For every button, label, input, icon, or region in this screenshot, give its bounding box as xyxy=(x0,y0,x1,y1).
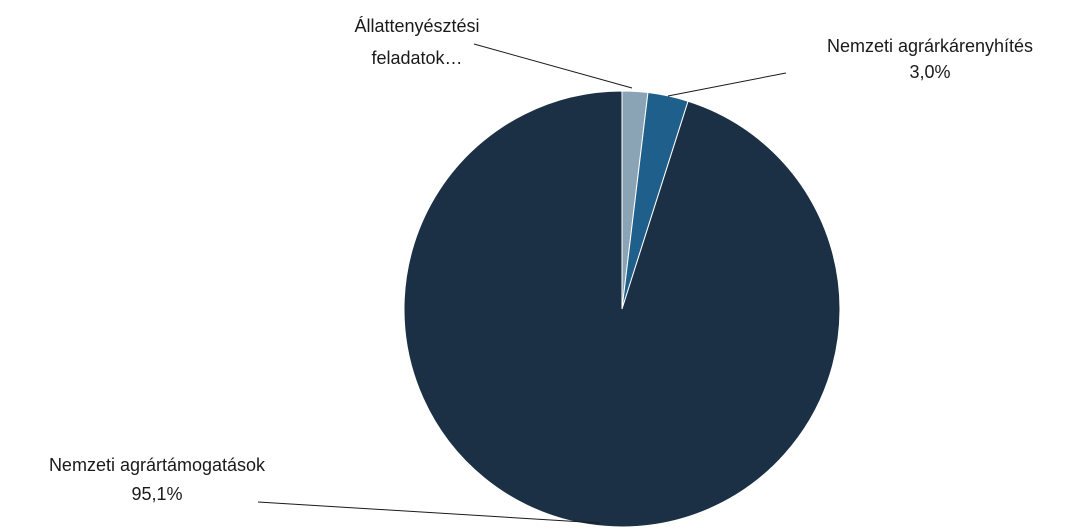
slice-label-karenyhites-line-2: 3,0% xyxy=(909,62,950,82)
leader-line-agrartamogatasok xyxy=(257,501,601,524)
pie-slice-agrartamogatasok xyxy=(403,90,841,528)
slice-label-allattenyesztesi-line-2: feladatok… xyxy=(371,48,462,68)
leader-line-karenyhites xyxy=(667,72,787,97)
slice-label-agrartamogatasok-line-2: 95,1% xyxy=(131,484,182,504)
slice-label-allattenyesztesi-line-1: Állattenyésztési xyxy=(354,16,479,36)
slice-label-karenyhites-line-1: Nemzeti agrárkárenyhítés xyxy=(827,36,1033,56)
leader-line-allattenyesztesi xyxy=(473,43,633,89)
slice-label-agrartamogatasok-line-1: Nemzeti agrártámogatások xyxy=(49,455,266,475)
